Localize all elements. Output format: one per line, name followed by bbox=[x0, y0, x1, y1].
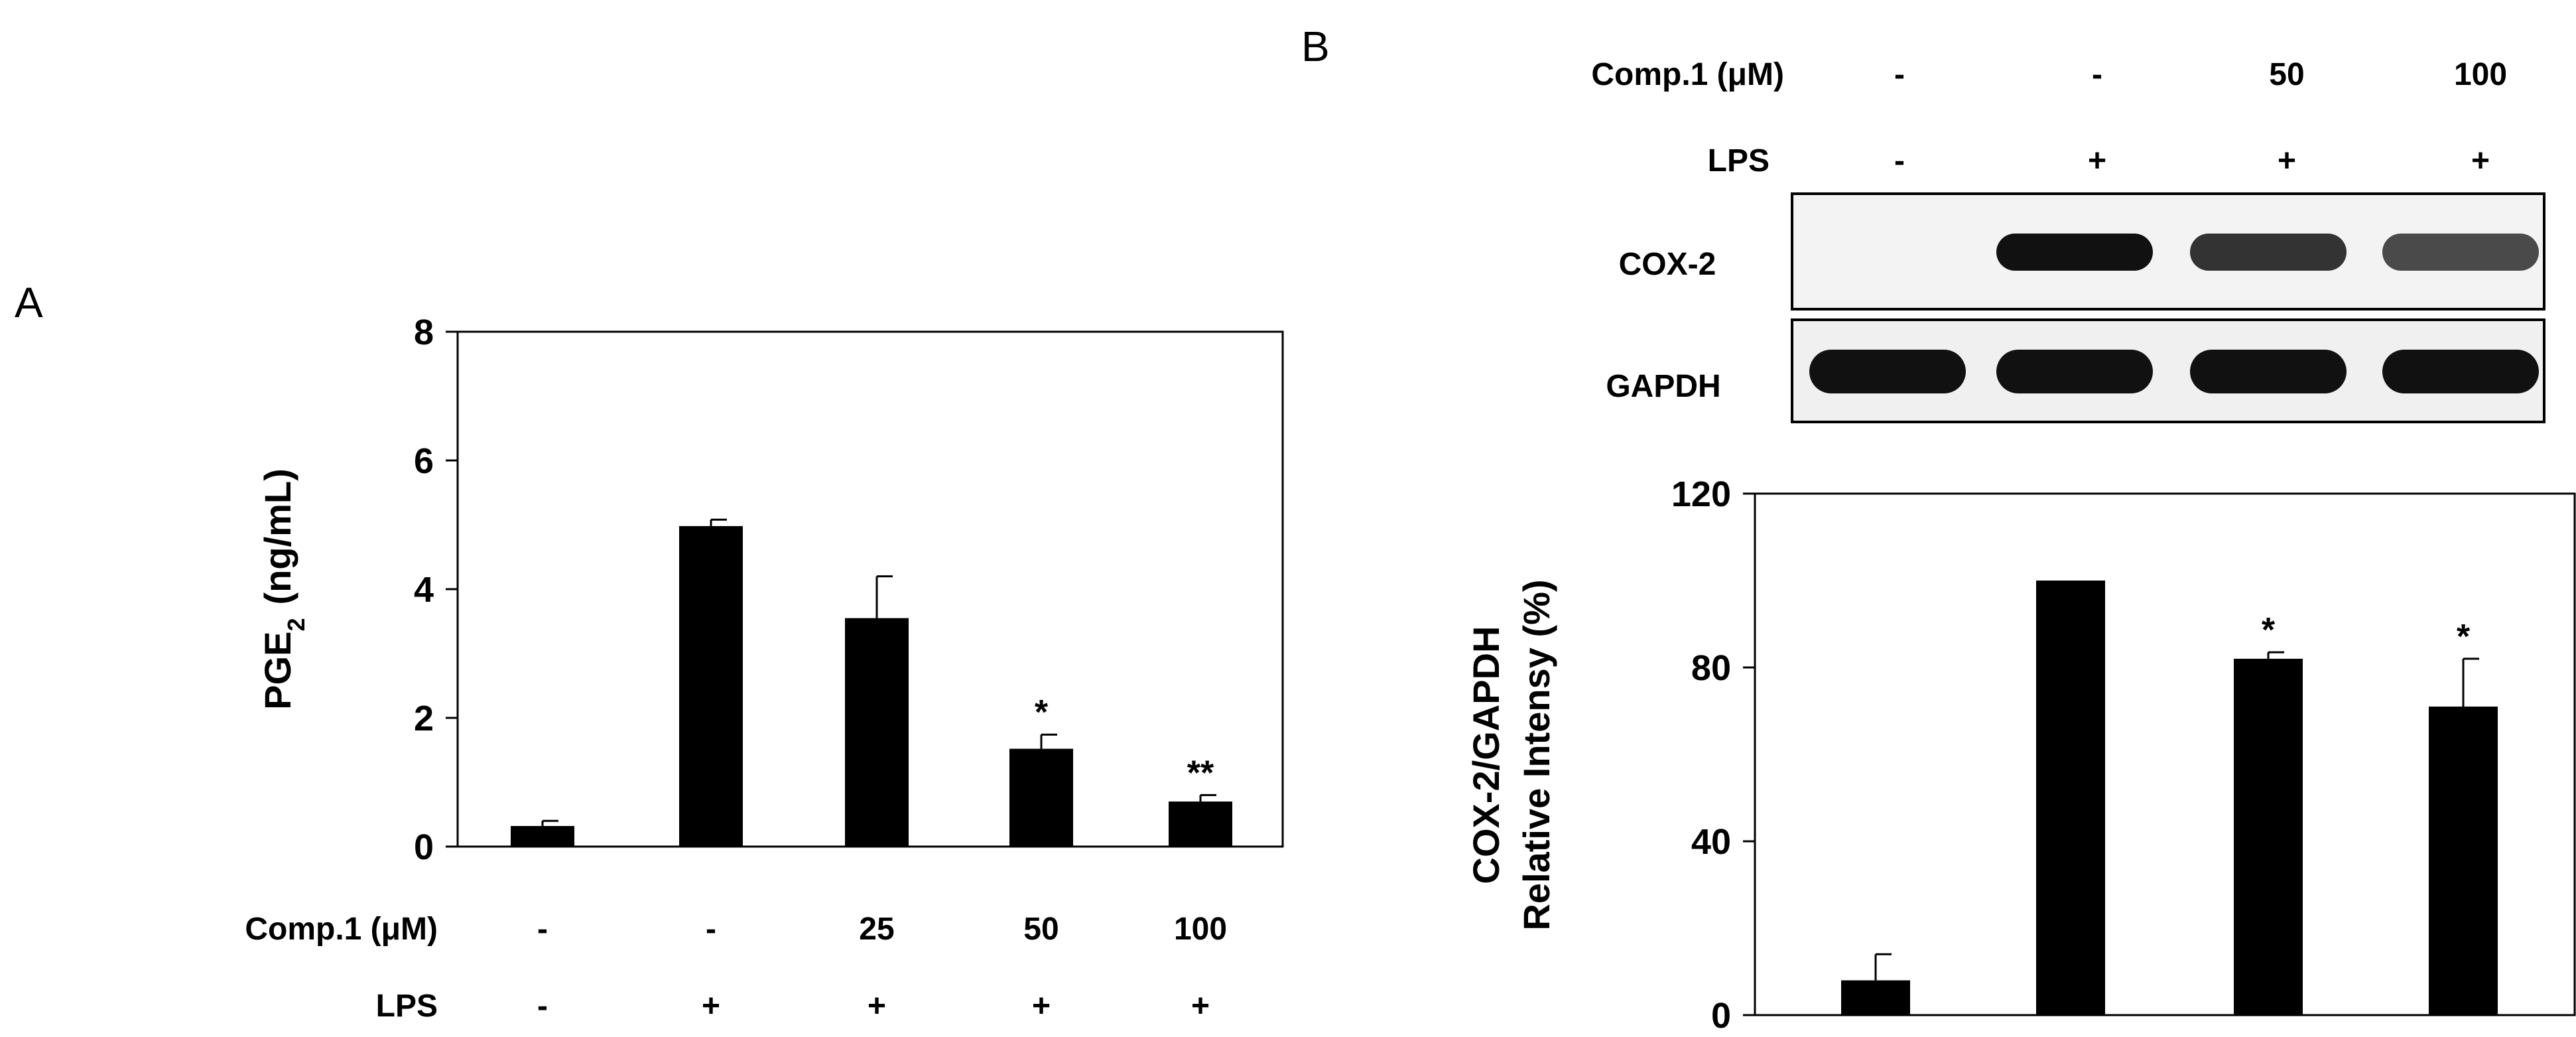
y-tick-label: 0 bbox=[1711, 996, 1731, 1036]
chart-a-condition-table: - - 25 50 100 - + + + + bbox=[537, 912, 1227, 1024]
significance-marker: * bbox=[1035, 693, 1049, 732]
chart-a-y-title-sub: 2 bbox=[283, 618, 310, 631]
comp-dose-cell: 50 bbox=[2269, 57, 2304, 92]
blot-band bbox=[2382, 234, 2539, 271]
blot-label-cox2: COX-2 bbox=[1619, 247, 1716, 282]
chart-b-plot-frame bbox=[1754, 492, 2576, 1016]
blot-band bbox=[2190, 350, 2347, 393]
bar bbox=[2429, 706, 2498, 1015]
significance-marker: * bbox=[2457, 618, 2471, 656]
chart-b-y-ticks: 0 40 80 120 bbox=[1671, 474, 1755, 1036]
y-tick-label: 8 bbox=[414, 312, 434, 352]
panel-a-letter: A bbox=[15, 279, 43, 326]
lps-cell: - bbox=[537, 989, 548, 1024]
y-tick-label: 120 bbox=[1671, 474, 1731, 514]
y-tick-label: 80 bbox=[1691, 648, 1731, 688]
blot-band bbox=[1996, 234, 2153, 271]
panel-b-comp-label: Comp.1 (μM) bbox=[1591, 57, 1784, 92]
blot-bands bbox=[1809, 234, 2539, 393]
panel-b-lps-label: LPS bbox=[1708, 143, 1770, 178]
chart-b-bars: * * bbox=[1841, 581, 2498, 1015]
lps-cell: + bbox=[702, 989, 720, 1024]
bar bbox=[1009, 748, 1073, 847]
comp-dose-cell: 50 bbox=[1023, 912, 1059, 947]
y-tick-label: 0 bbox=[414, 827, 434, 867]
panel-b-letter: B bbox=[1301, 23, 1330, 70]
comp-dose-cell: 25 bbox=[859, 912, 894, 947]
chart-a-lps-label: LPS bbox=[376, 989, 438, 1024]
comp-dose-cell: - bbox=[1894, 57, 1905, 92]
lps-cell: + bbox=[1191, 989, 1210, 1024]
blot-band bbox=[2382, 350, 2539, 393]
chart-a-y-axis-title: PGE2 (ng/mL) bbox=[257, 468, 310, 710]
bar bbox=[2234, 658, 2303, 1015]
chart-a-y-title-main: PGE bbox=[257, 632, 298, 710]
blot-band bbox=[1809, 350, 1966, 393]
bar bbox=[1169, 801, 1232, 847]
chart-a-bars: *** bbox=[511, 518, 1232, 847]
blot-label-gapdh: GAPDH bbox=[1606, 369, 1720, 404]
significance-marker: ** bbox=[1187, 754, 1214, 792]
lps-cell: + bbox=[2278, 143, 2296, 178]
comp-dose-cell: - bbox=[706, 912, 716, 947]
bar bbox=[1841, 980, 1910, 1015]
bar bbox=[679, 525, 743, 847]
bar bbox=[2036, 581, 2105, 1015]
chart-b-y-axis-title-line2: Relative Intensy (%) bbox=[1515, 579, 1557, 930]
y-tick-label: 6 bbox=[414, 441, 434, 481]
panel-b-header: Comp.1 (μM) LPS - - 50 100 - + + + bbox=[1591, 57, 2507, 178]
comp-dose-cell: 100 bbox=[2454, 57, 2507, 92]
panel-b-condition-table: - - 50 100 - + + + bbox=[1894, 57, 2507, 178]
y-tick-label: 2 bbox=[414, 699, 434, 738]
chart-b-y-axis-title-line1: COX-2/GAPDH bbox=[1465, 626, 1507, 884]
chart-a-y-title-unit: (ng/mL) bbox=[257, 468, 298, 604]
comp-dose-cell: - bbox=[537, 912, 548, 947]
lps-cell: + bbox=[1032, 989, 1051, 1024]
blot-band bbox=[1996, 350, 2153, 393]
y-tick-label: 4 bbox=[414, 570, 434, 610]
bar bbox=[845, 618, 909, 847]
lps-cell: + bbox=[2471, 143, 2490, 178]
significance-marker: * bbox=[2262, 611, 2276, 650]
comp-dose-cell: - bbox=[2092, 57, 2102, 92]
bar bbox=[511, 825, 574, 847]
comp-dose-cell: 100 bbox=[1174, 912, 1227, 947]
chart-a-y-ticks: 0 2 4 6 8 bbox=[414, 312, 458, 867]
blot-band bbox=[2190, 234, 2347, 271]
chart-a-comp-label: Comp.1 (μM) bbox=[245, 912, 438, 947]
lps-cell: - bbox=[1894, 143, 1905, 178]
lps-cell: + bbox=[868, 989, 886, 1024]
western-blot: COX-2 GAPDH bbox=[1606, 192, 2545, 423]
lps-cell: + bbox=[2088, 143, 2106, 178]
y-tick-label: 40 bbox=[1691, 822, 1731, 862]
